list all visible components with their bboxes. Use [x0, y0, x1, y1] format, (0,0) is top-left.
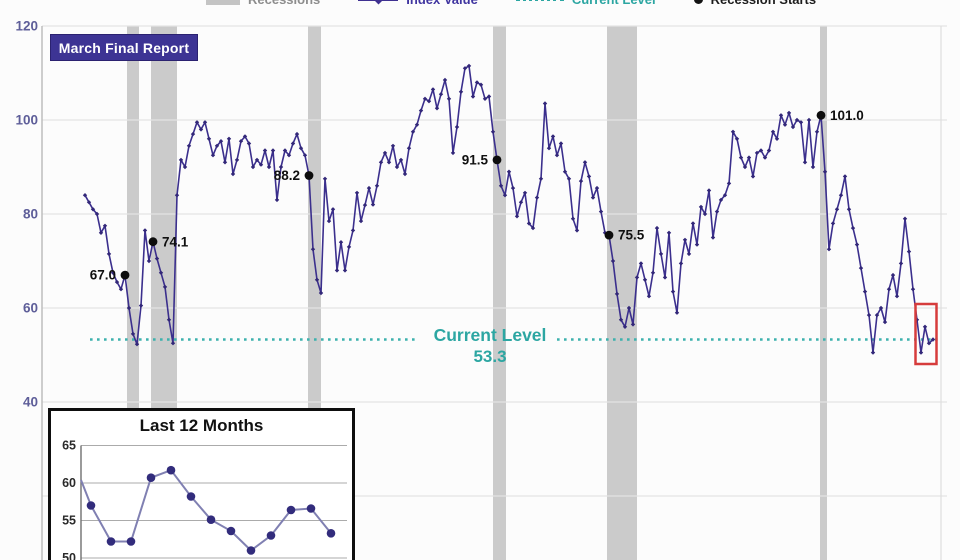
legend-label: Recession Starts: [711, 0, 817, 7]
dotted-line-icon: [515, 0, 564, 1]
legend-item-recessions: Recessions: [206, 0, 320, 7]
current-level-value: 53.3: [473, 347, 506, 366]
recession-start-label: 88.2: [274, 168, 300, 183]
recession-band: [607, 26, 637, 560]
recession-band: [820, 26, 827, 560]
legend-label: Index Value: [406, 0, 478, 7]
inset-title: Last 12 Months: [139, 416, 264, 435]
recession-start-dot: [816, 110, 826, 120]
y-axis-tick-label: 120: [15, 19, 38, 34]
chart-legend: Recessions Index Value Current Level Recess…: [206, 0, 816, 7]
inset-tick-label: 65: [62, 439, 76, 453]
inset-data-point: [186, 492, 196, 501]
recession-start-label: 75.5: [618, 228, 645, 243]
recession-start-label: 101.0: [830, 108, 864, 123]
y-axis-tick-label: 100: [15, 113, 38, 128]
legend-item-index-value: Index Value: [358, 0, 478, 7]
last-12-months-chart: 65 60 55 50: [62, 439, 347, 560]
last-12-months-inset: 65 60 55 50 Last 12 Months: [48, 408, 355, 560]
recession-start-dot: [492, 155, 502, 165]
current-level-label: Current Level: [434, 325, 547, 345]
recession-start-dot: [148, 237, 158, 247]
index-value-series: [84, 65, 934, 354]
legend-item-current-level: Current Level: [515, 0, 656, 7]
recession-start-label: 74.1: [162, 234, 189, 249]
inset-data-point: [86, 501, 96, 510]
recession-start-dot: [120, 270, 130, 280]
legend-label: Recessions: [248, 0, 320, 7]
legend-item-recession-starts: Recession Starts: [693, 0, 817, 7]
inset-data-point: [306, 504, 316, 513]
inset-data-point: [166, 465, 176, 475]
recession-start-label: 91.5: [462, 153, 489, 168]
y-axis-tick-label: 60: [23, 301, 38, 316]
inset-data-point: [206, 515, 216, 524]
inset-data-point: [146, 473, 156, 482]
dot-icon: [693, 0, 703, 4]
recession-swatch-icon: [206, 0, 240, 5]
inset-tick-label: 60: [62, 476, 76, 490]
inset-data-point: [326, 529, 336, 538]
inset-data-point: [286, 505, 296, 515]
y-axis-tick-label: 80: [23, 207, 38, 222]
y-axis-tick-label: 40: [23, 395, 38, 410]
inset-data-point: [126, 537, 136, 546]
inset-data-point: [106, 537, 116, 546]
recession-band: [493, 26, 506, 560]
report-badge: March Final Report: [50, 34, 198, 61]
inset-tick-label: 55: [62, 514, 76, 528]
recession-start-dot: [304, 171, 314, 180]
legend-label: Current Level: [572, 0, 656, 7]
inset-data-point: [246, 546, 256, 555]
inset-tick-label: 50: [62, 551, 76, 560]
recession-start-label: 67.0: [90, 268, 116, 283]
latest-value-highlight-box: [914, 302, 938, 366]
inset-data-point: [266, 531, 276, 540]
inset-data-point: [226, 526, 236, 536]
recession-start-dot: [604, 230, 614, 240]
line-series-icon: [358, 0, 399, 5]
